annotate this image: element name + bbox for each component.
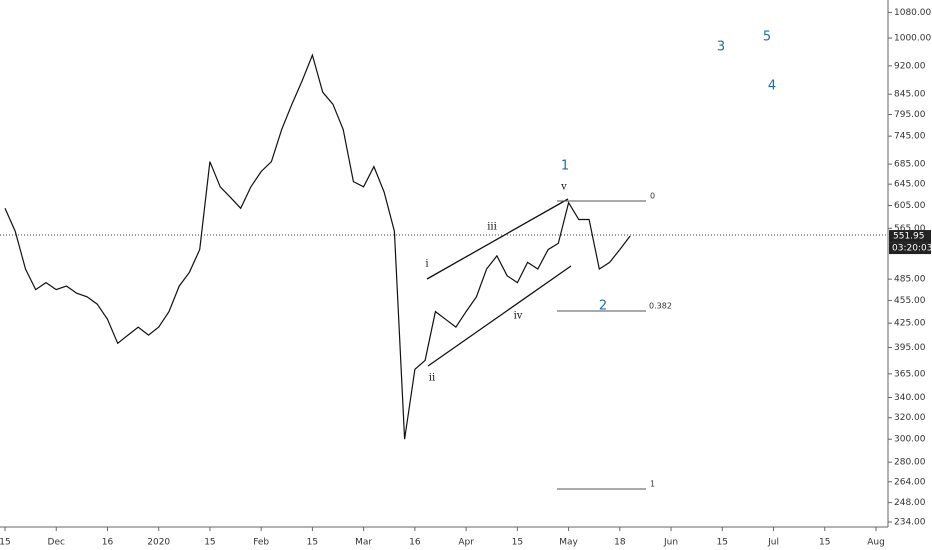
y-tick-label: 795.00 (894, 110, 926, 120)
x-tick-label: 15 (819, 538, 830, 548)
y-tick-label: 280.00 (894, 458, 926, 468)
price-line-series (4, 53, 631, 440)
y-tick-label: 1000.00 (894, 34, 931, 44)
subwave-label: v (560, 182, 567, 193)
subwave-label: iii (487, 222, 497, 233)
x-tick-label: 15 (512, 538, 523, 548)
x-tick-label: 15 (717, 538, 728, 548)
x-tick-label: 15 (0, 538, 11, 548)
x-tick-label: 15 (204, 538, 215, 548)
wave-label: 3 (717, 40, 725, 55)
x-tick-label: Jun (663, 538, 678, 548)
y-tick-label: 340.00 (894, 393, 926, 403)
x-tick-label: Apr (458, 538, 474, 548)
y-tick-label: 395.00 (894, 343, 926, 353)
wave-label: 4 (768, 79, 776, 94)
fib-label: 1 (650, 480, 655, 489)
y-tick-label: 485.00 (894, 275, 926, 285)
x-tick-label: May (559, 538, 578, 548)
y-tick-label: 605.00 (894, 201, 926, 211)
x-tick-label: 18 (614, 538, 626, 548)
y-tick-label: 645.00 (894, 180, 926, 190)
y-tick-label: 234.00 (894, 517, 926, 527)
x-tick-label: Jul (767, 538, 779, 548)
y-tick-label: 455.00 (894, 296, 926, 306)
x-tick-label: 2020 (147, 538, 170, 548)
channel-line (426, 198, 569, 280)
y-tick-label: 365.00 (894, 369, 926, 379)
x-tick-label: Dec (48, 538, 65, 548)
countdown-box (889, 242, 931, 255)
x-tick-label: Aug (867, 538, 885, 548)
x-tick-label: 16 (409, 538, 421, 548)
fib-label: 0.382 (649, 302, 672, 311)
x-tick-label: Feb (253, 538, 269, 548)
wave-label: 5 (763, 30, 771, 45)
subwave-label: ii (429, 373, 435, 384)
wave-label: 1 (561, 159, 569, 174)
y-tick-label: 1080.00 (894, 8, 931, 18)
subwave-label: iv (514, 311, 523, 322)
wave-label: 2 (599, 299, 607, 314)
fib-label: 0 (650, 192, 655, 201)
last-price-box (889, 230, 931, 243)
channel-line (427, 265, 572, 367)
subwave-label: i (425, 259, 428, 270)
x-tick-label: 16 (102, 538, 114, 548)
last-price-label: 551.95 (893, 232, 925, 242)
y-tick-label: 685.00 (894, 160, 926, 170)
y-tick-label: 845.00 (894, 90, 926, 100)
y-tick-label: 425.00 (894, 319, 926, 329)
y-tick-label: 248.00 (894, 498, 926, 508)
y-tick-label: 745.00 (894, 132, 926, 142)
y-tick-label: 920.00 (894, 61, 926, 71)
y-tick-label: 264.00 (894, 477, 926, 487)
y-tick-label: 320.00 (894, 413, 926, 423)
countdown-label: 03:20:03 (892, 244, 932, 254)
y-tick-label: 565.00 (894, 224, 926, 234)
x-tick-label: Mar (355, 538, 372, 548)
y-tick-label: 300.00 (894, 435, 926, 445)
x-tick-label: 15 (307, 538, 318, 548)
